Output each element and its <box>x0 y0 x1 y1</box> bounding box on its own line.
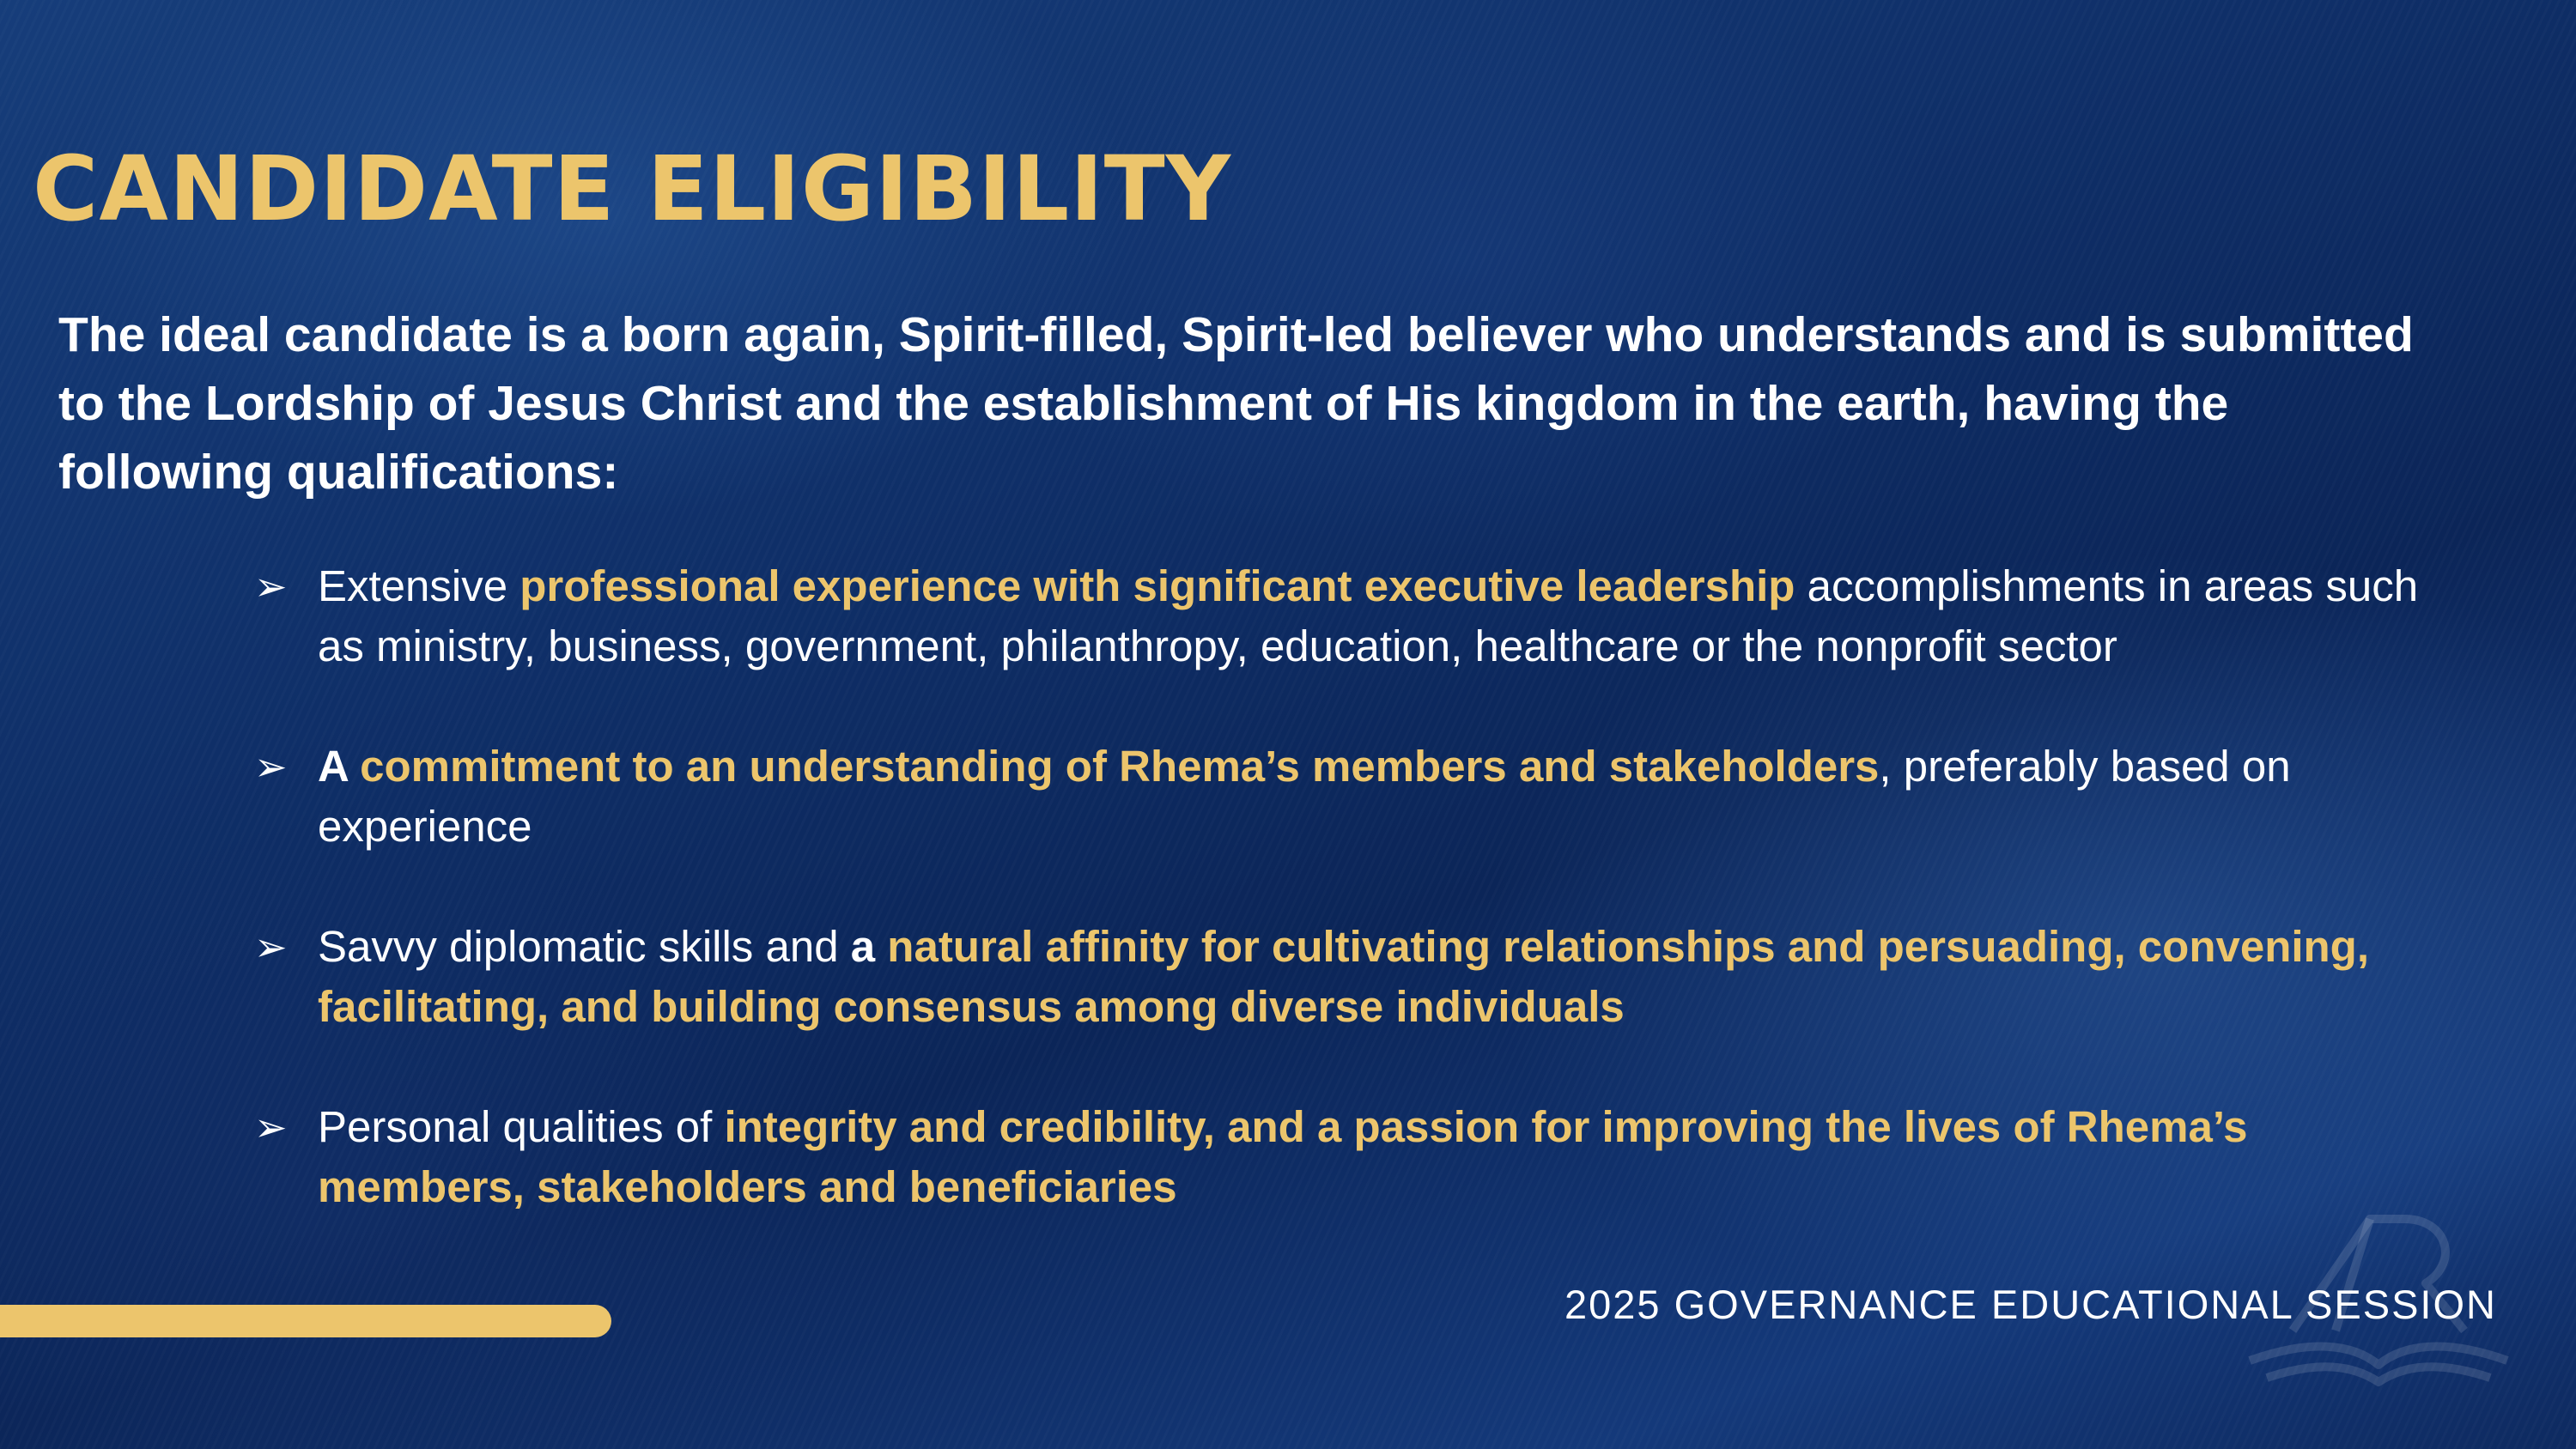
bullet-highlight: commitment to an understanding of Rhema’… <box>360 742 1880 791</box>
bullet-tail: , preferably based on experience <box>318 742 2291 851</box>
bullet-lead: Personal qualities of <box>318 1102 725 1151</box>
intro-paragraph: The ideal candidate is a born again, Spi… <box>58 307 2414 500</box>
bullet-lead: Extensive <box>318 561 520 610</box>
list-item: ➢ Personal qualities of integrity and cr… <box>254 1097 2452 1217</box>
arrow-bullet-icon: ➢ <box>254 925 288 969</box>
bullet-highlight: integrity and credibility, and a passion… <box>318 1102 2248 1211</box>
slide-title: CANDIDATE ELIGIBILITY <box>33 136 1232 241</box>
bullet-tail: accomplishments in areas such as ministr… <box>318 561 2419 670</box>
qualifications-list: ➢ Extensive professional experience with… <box>254 556 2452 1277</box>
list-item: ➢ A commitment to an understanding of Rh… <box>254 737 2452 857</box>
list-item: ➢ Savvy diplomatic skills and a natural … <box>254 917 2452 1037</box>
arrow-bullet-icon: ➢ <box>254 744 288 789</box>
bullet-lead: Savvy diplomatic skills and <box>318 922 851 971</box>
footer-accent-bar <box>0 1305 611 1337</box>
arrow-bullet-icon: ➢ <box>254 1105 288 1149</box>
footer-session-label: 2025 GOVERNANCE EDUCATIONAL SESSION <box>1564 1282 2497 1327</box>
bullet-lead-bold: a <box>850 922 888 971</box>
bullet-highlight: professional experience with significant… <box>519 561 1795 610</box>
rhema-logo-icon <box>2248 1215 2509 1386</box>
bullet-highlight: natural affinity for cultivating relatio… <box>318 922 2370 1031</box>
list-item: ➢ Extensive professional experience with… <box>254 556 2452 676</box>
bullet-lead: A <box>318 742 361 791</box>
arrow-bullet-icon: ➢ <box>254 564 288 609</box>
